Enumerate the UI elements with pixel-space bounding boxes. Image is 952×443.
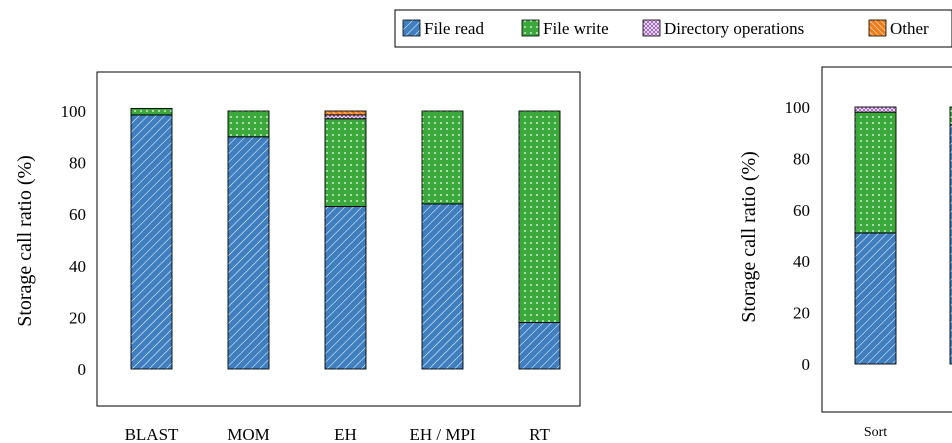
bar-segment-file-read [421, 203, 464, 370]
bar-segment-file-write [324, 118, 367, 207]
y-tick-label: 0 [802, 355, 811, 374]
y-tick-label: 20 [69, 308, 86, 327]
x-tick-label-eh: EH [334, 425, 357, 443]
bar-segment-file-read [518, 322, 561, 370]
chart-right: Storage call ratio (%) 0 20 40 60 80 100 Sort… [738, 66, 952, 440]
bar-segment-file-read [227, 136, 270, 370]
bar-segment-file-write [949, 106, 952, 126]
legend-swatch-file-read [402, 19, 421, 37]
bars-left [130, 107, 561, 370]
legend-label-other: Other [890, 19, 929, 38]
bar-segment-directory-operations [854, 106, 897, 113]
plot-frame-right [821, 66, 952, 413]
x-tick-label-sort: Sort [864, 425, 887, 440]
bar-segment-file-write [421, 110, 464, 205]
legend-swatch-file-write [521, 19, 540, 37]
y-tick-label: 0 [78, 360, 87, 379]
y-axis-ticks-left: 0 20 40 60 80 100 [61, 102, 87, 379]
legend-label-file-read: File read [424, 19, 484, 38]
y-axis-ticks-right: 0 20 40 60 80 100 [785, 98, 811, 374]
bar-segment-file-write [227, 110, 270, 138]
y-tick-label: 60 [793, 201, 810, 220]
y-tick-label: 40 [793, 252, 810, 271]
plot-frame-left [96, 71, 581, 407]
y-tick-label: 60 [69, 205, 86, 224]
y-tick-label: 80 [69, 154, 86, 173]
bar-segment-file-write [518, 110, 561, 324]
bar-segment-file-read [324, 206, 367, 370]
y-axis-label-left: Storage call ratio (%) [14, 155, 36, 327]
legend-swatch-other [868, 19, 887, 37]
y-axis-label-right: Storage call ratio (%) [738, 151, 760, 323]
legend-swatch-directory-operations [642, 19, 661, 37]
y-tick-label: 100 [785, 98, 811, 117]
x-tick-label-mom: MOM [227, 425, 270, 443]
bar-segment-file-write [854, 111, 897, 234]
y-tick-label: 100 [61, 102, 87, 121]
bars-right [854, 106, 952, 365]
x-tick-label-rt: RT [529, 425, 550, 443]
bar-segment-directory-operations [324, 114, 367, 120]
chart-left: Storage call ratio (%) 0 20 40 60 80 100 BLAS… [14, 71, 581, 443]
x-axis-ticks-right: SortC [864, 425, 887, 440]
bar-segment-file-read [949, 124, 952, 365]
x-tick-label-eh-mpi: EH / MPI [409, 425, 475, 443]
legend-label-file-write: File write [543, 19, 609, 38]
legend-box [394, 9, 952, 48]
y-tick-label: 80 [793, 149, 810, 168]
legend: File read File write Directory operation… [394, 9, 952, 48]
y-tick-label: 20 [793, 304, 810, 323]
bar-segment-file-read [130, 114, 173, 370]
bar-segment-other [324, 110, 367, 116]
y-tick-label: 40 [69, 257, 86, 276]
x-tick-label-blast: BLAST [125, 425, 179, 443]
x-axis-ticks-left: BLAST MOM EH EH / MPI RT [125, 425, 551, 443]
legend-label-directory-operations: Directory operations [664, 19, 804, 38]
bar-segment-file-read [854, 232, 897, 365]
bar-segment-file-write [130, 107, 173, 116]
